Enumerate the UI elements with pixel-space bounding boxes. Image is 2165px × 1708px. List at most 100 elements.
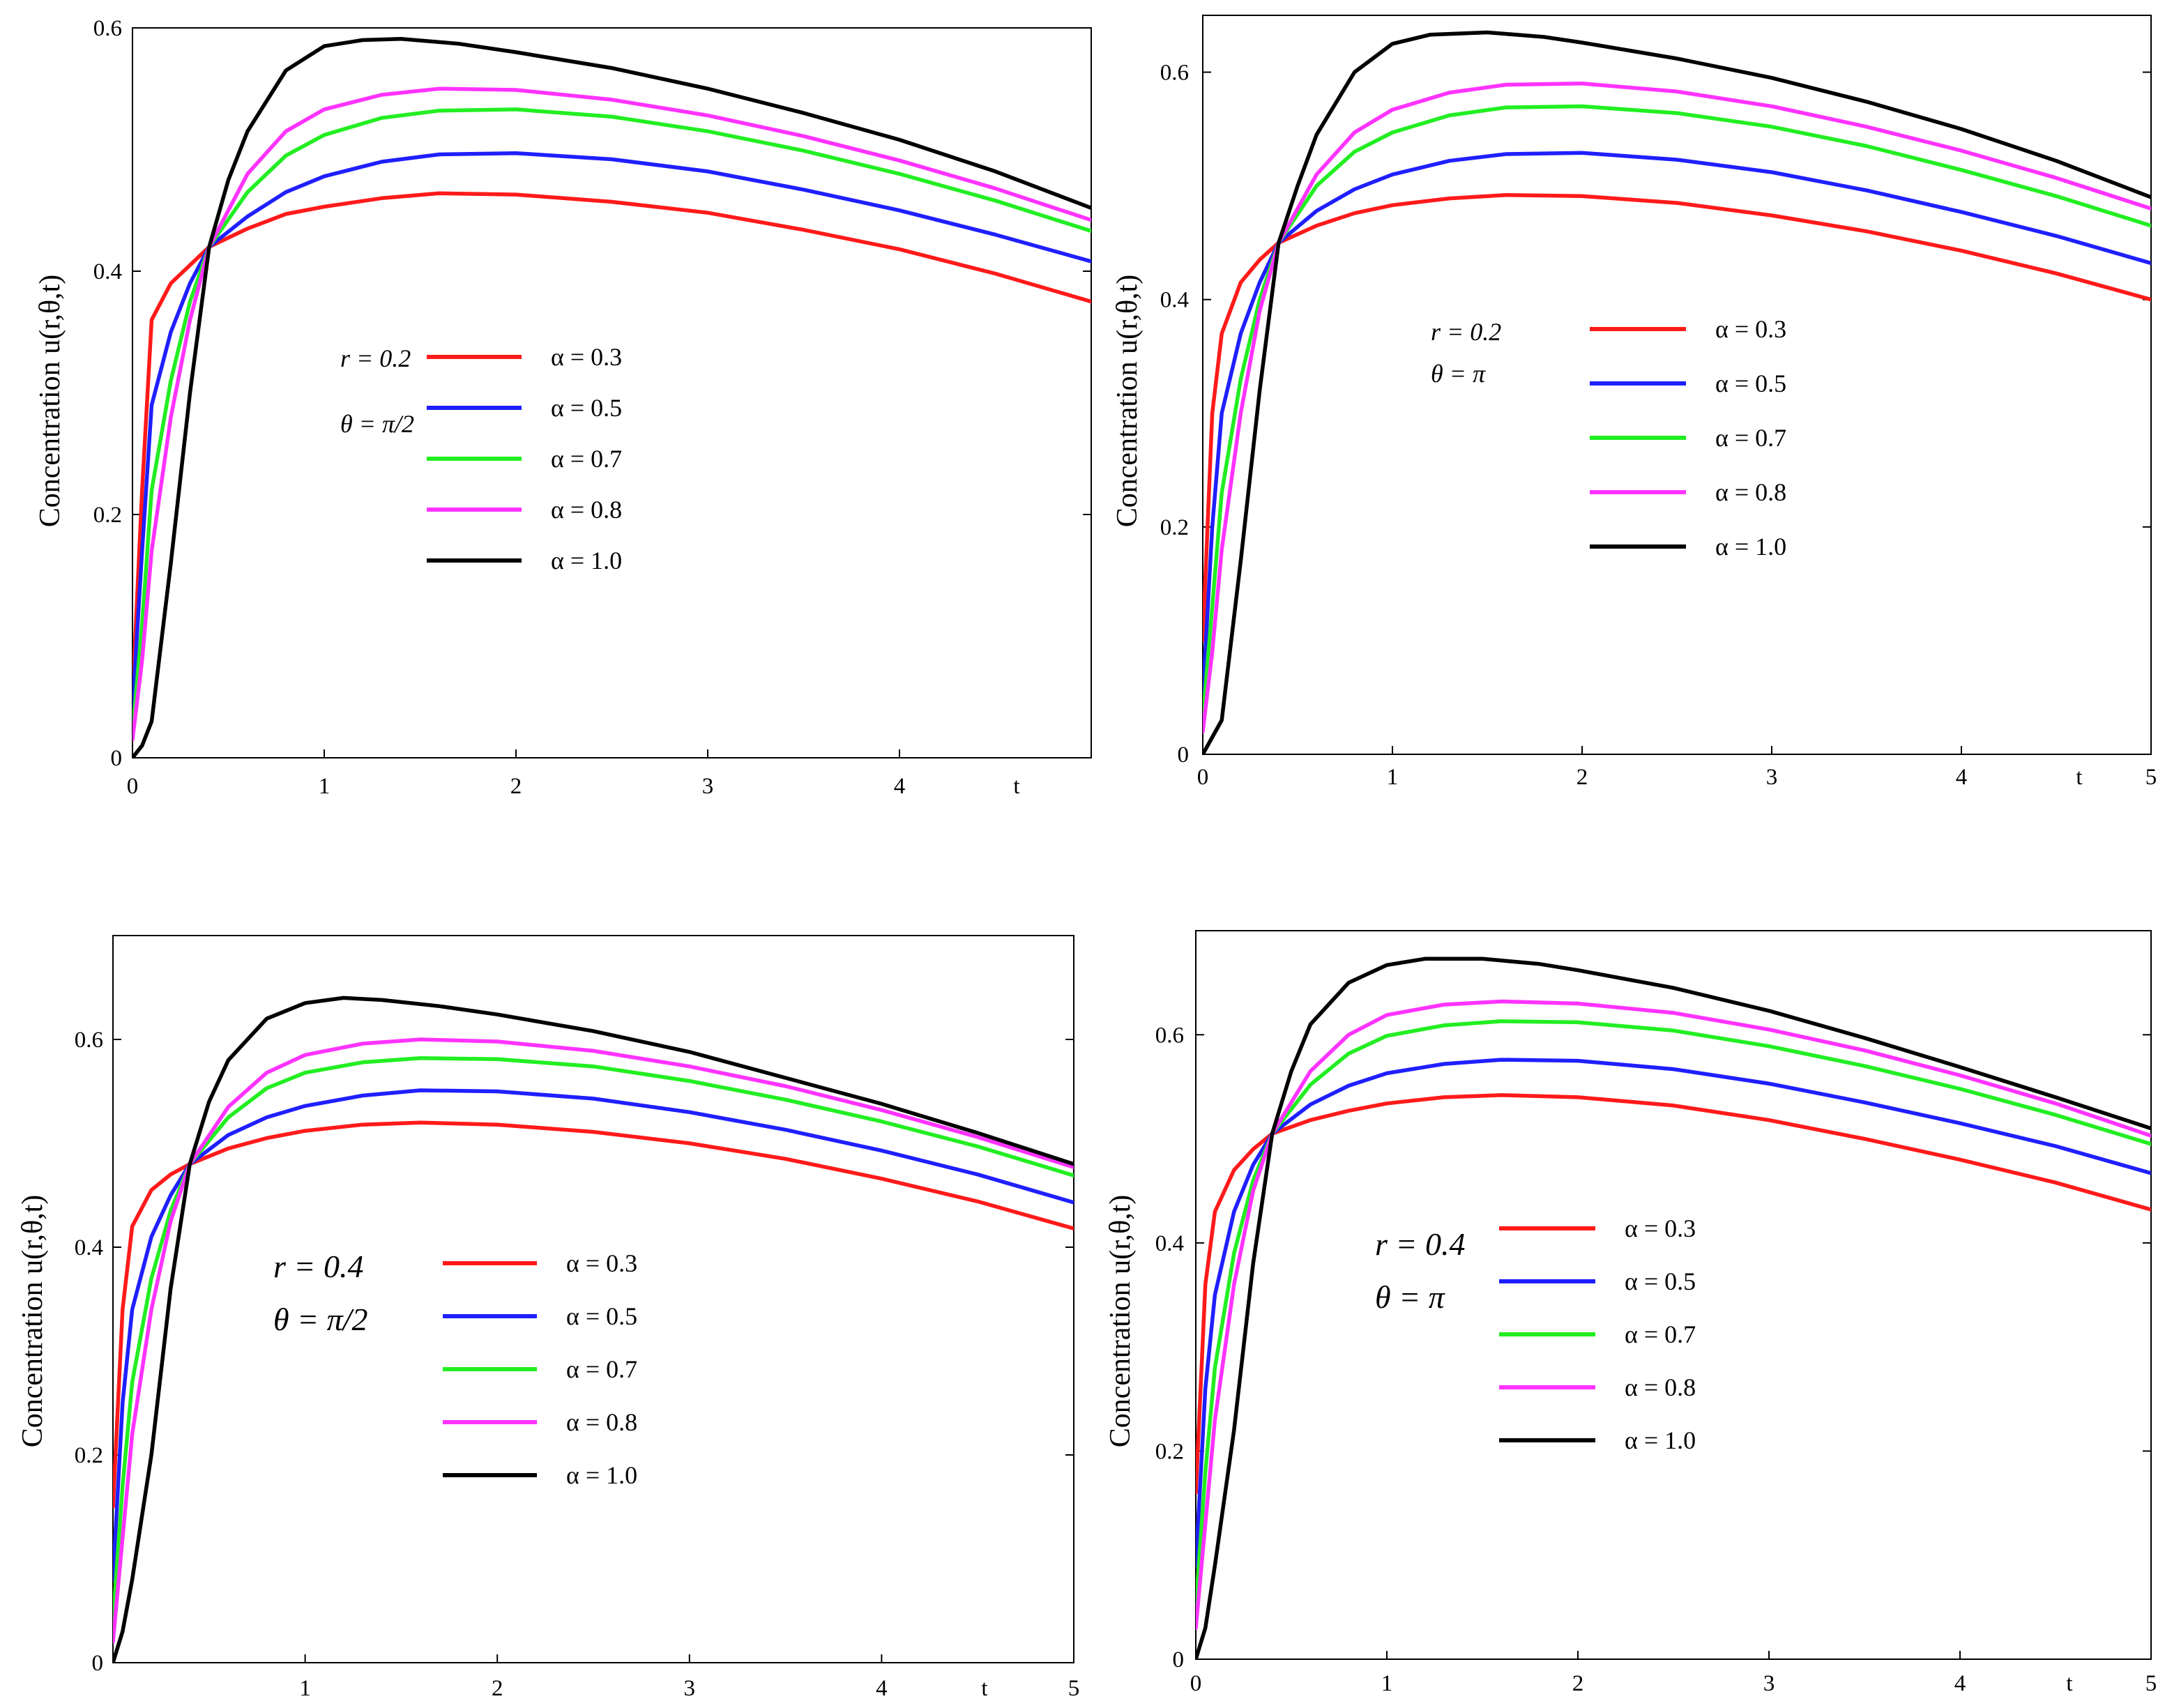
series-line-10 [1203,30,2151,754]
x-tick-label: 4 [876,1676,888,1701]
legend-label: α = 0.8 [1625,1373,1696,1401]
series-line-07 [1203,104,2151,722]
param-theta-label: θ = π [1431,360,1486,388]
param-r-label: r = 0.2 [1431,318,1501,346]
param-theta-label: θ = π/2 [273,1302,367,1337]
x-tick-label: 4 [894,774,906,799]
x-tick-label: 3 [684,1676,696,1701]
legend-label: α = 1.0 [551,547,622,574]
x-axis-label: t [981,1676,987,1701]
chart-panel-bottom-left: 0 0.2 0.4 0.6 1 2 3 4 5 t Concentration u(r,θ,t) r … [17,935,1080,1701]
y-tick-label: 0 [1173,1647,1185,1672]
legend-label: α = 1.0 [1715,533,1786,561]
legend-label: α = 0.3 [566,1249,637,1277]
series-line-03 [1203,192,2151,643]
legend-label: α = 0.5 [1715,369,1786,397]
y-axis-label: Concentration u(r,θ,t) [1104,1195,1137,1448]
x-tick-label: 2 [510,774,522,799]
legend-label: α = 0.7 [1625,1320,1696,1348]
x-tick-label: 5 [2145,765,2157,790]
series-line-10 [113,996,1074,1663]
plot-frame [112,935,1074,1663]
y-tick-label: 0.2 [93,503,122,528]
series-line-03 [132,191,1091,699]
x-tick-label: 4 [1954,1671,1966,1696]
y-tick-label: 0 [111,746,123,771]
series-line-07 [132,107,1091,735]
x-axis-label: t [1013,774,1019,799]
legend-label: α = 0.3 [1625,1214,1696,1242]
y-axis-label: Concentration u(r,θ,t) [17,1195,49,1448]
legend-label: α = 0.3 [1715,315,1786,343]
y-tick-label: 0.6 [75,1028,103,1053]
y-tick-label: 0.2 [75,1443,103,1468]
legend-label: α = 0.8 [551,496,622,524]
series-line-08 [1203,82,2151,734]
y-tick-label: 0.6 [1160,61,1189,86]
series-line-05 [1196,1058,2151,1568]
plot-frame [132,27,1092,758]
series-line-05 [1203,151,2151,700]
y-tick-label: 0.4 [1155,1231,1184,1256]
plot-frame [1202,15,2152,755]
y-tick-label: 0.4 [75,1235,103,1260]
series-line-05 [113,1088,1074,1582]
legend-label: α = 0.8 [1715,478,1786,506]
series-line-10 [1196,956,2151,1659]
series-line-07 [1196,1019,2151,1610]
series-line-08 [1196,999,2151,1630]
legend-label: α = 1.0 [566,1461,637,1489]
x-axis-label: t [2066,1671,2072,1696]
legend-label: α = 1.0 [1625,1426,1696,1454]
series-line-03 [1196,1093,2151,1495]
y-tick-label: 0.2 [1160,515,1189,540]
x-tick-label: 5 [1068,1676,1080,1701]
legend-label: α = 0.7 [566,1355,637,1383]
param-theta-label: θ = π [1375,1279,1446,1315]
x-tick-label: 3 [1766,765,1778,790]
x-tick-label: 1 [319,774,331,799]
y-tick-label: 0.4 [1160,288,1189,313]
y-axis-label: Concentration u(r,θ,t) [1111,275,1144,528]
x-tick-label: 2 [1577,765,1588,790]
series-line-07 [113,1056,1074,1624]
x-axis-label: t [2076,765,2082,790]
legend-label: α = 0.5 [1625,1267,1696,1295]
x-tick-label: 2 [1572,1671,1584,1696]
x-tick-label: 5 [2145,1671,2157,1696]
y-tick-label: 0.2 [1155,1439,1184,1464]
param-r-label: r = 0.4 [1375,1226,1465,1262]
param-r-label: r = 0.2 [340,344,411,372]
y-tick-label: 0 [92,1651,104,1676]
x-tick-label: 2 [492,1676,503,1701]
param-r-label: r = 0.4 [273,1249,363,1284]
series-line-08 [113,1037,1074,1644]
x-tick-label: 4 [1956,765,1968,790]
legend-label: α = 0.7 [1715,424,1786,452]
y-tick-label: 0.6 [1155,1023,1184,1048]
x-tick-label: 1 [1387,765,1399,790]
chart-panel-top-left: 0 0.2 0.4 0.6 0 1 2 3 4 t Concentration u(r,θ,t) r … [34,16,1092,799]
plot-frame [1195,930,2152,1660]
x-tick-label: 3 [1763,1671,1775,1696]
param-theta-label: θ = π/2 [340,410,414,438]
y-tick-label: 0.4 [93,259,122,284]
x-tick-label: 0 [1190,1671,1202,1696]
x-tick-label: 3 [702,774,714,799]
series-line-03 [113,1120,1074,1509]
x-tick-label: 1 [1381,1671,1393,1696]
x-tick-label: 1 [299,1676,311,1701]
series-line-05 [132,151,1091,711]
legend-label: α = 0.5 [566,1302,637,1330]
legend-label: α = 0.3 [551,343,622,371]
y-tick-label: 0 [1178,742,1190,768]
y-axis-label: Concentration u(r,θ,t) [34,275,66,528]
x-tick-label: 0 [1197,765,1209,790]
series-line-08 [132,86,1091,742]
y-tick-label: 0.6 [93,16,122,41]
chart-panel-top-right: 0 0.2 0.4 0.6 0 1 2 3 4 5 t Concentration u(r,θ,t) r… [1111,15,2157,790]
legend-label: α = 0.8 [566,1408,637,1436]
legend-label: α = 0.7 [551,445,622,473]
